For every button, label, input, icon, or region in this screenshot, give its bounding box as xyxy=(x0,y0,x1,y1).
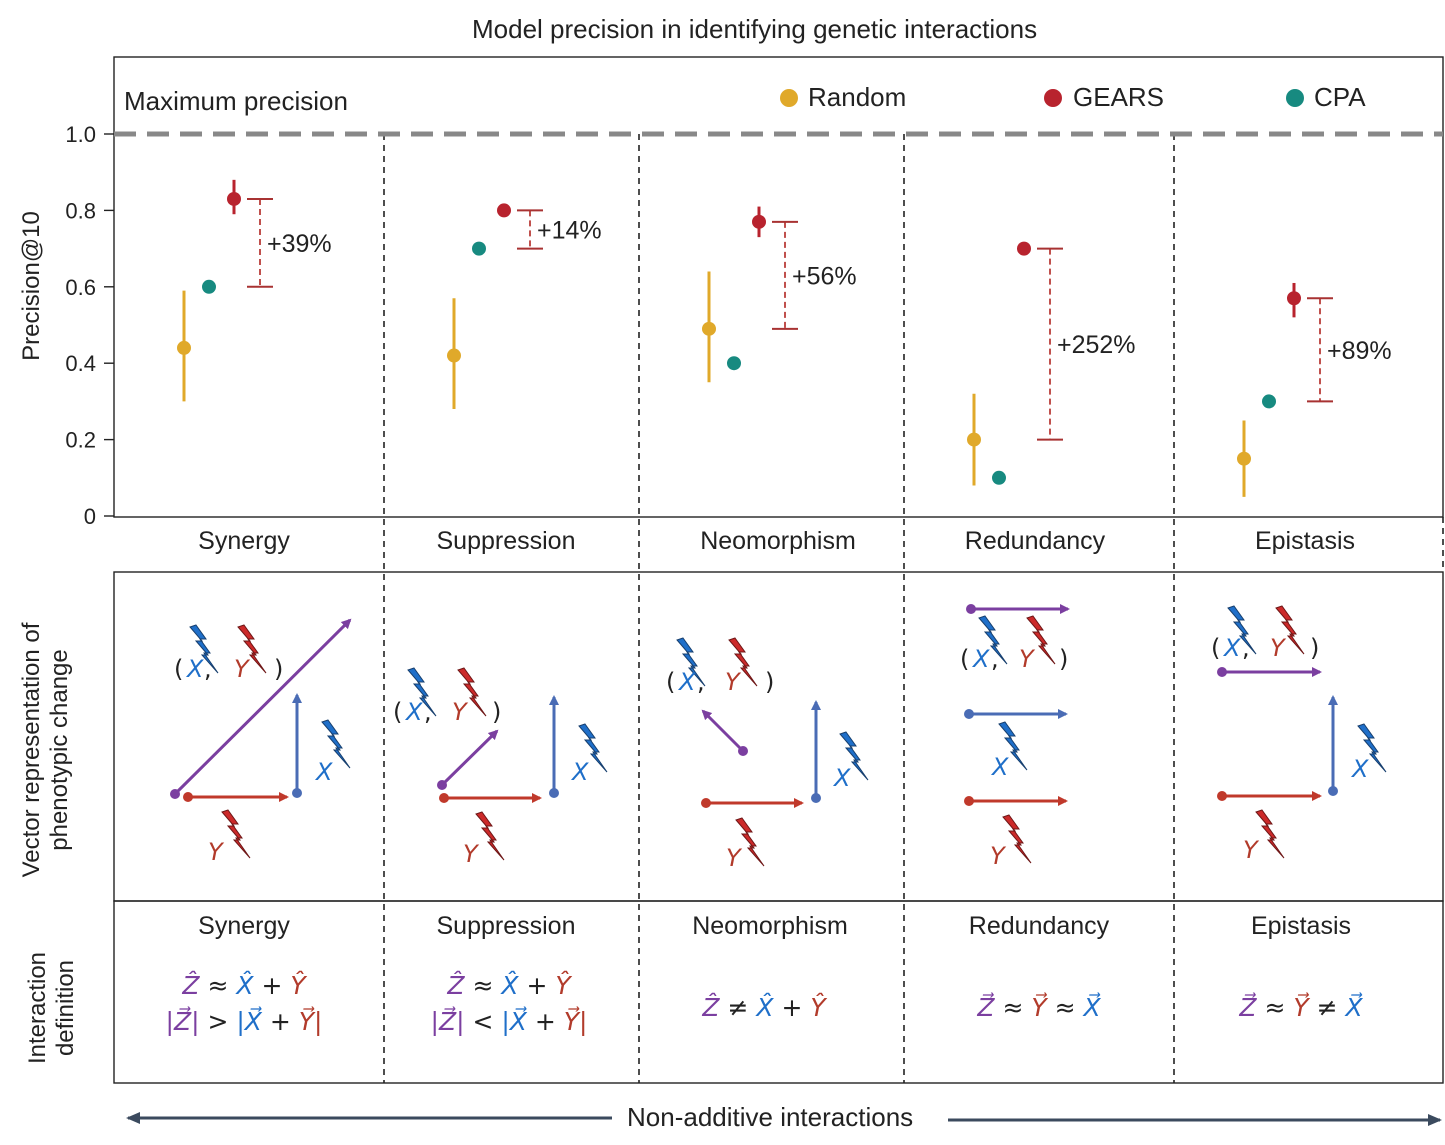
gears-point-synergy xyxy=(227,191,241,206)
definition-name-neomorphism: Neomorphism xyxy=(692,912,848,940)
vec-ylabel-redundancy: Y xyxy=(990,842,1007,870)
random-point-synergy xyxy=(177,340,191,355)
vec-y-synergy: Y xyxy=(234,655,251,683)
category-label-neomorphism: Neomorphism xyxy=(700,527,856,555)
random-point-neomorphism xyxy=(702,321,716,336)
legend-dot-cpa xyxy=(1286,89,1304,107)
vec-y-redundancy: Y xyxy=(1019,645,1036,673)
chart-title: Model precision in identifying genetic i… xyxy=(472,14,1038,44)
vector-redundancy: ( X , Y ) X Y xyxy=(960,604,1070,870)
random-point-epistasis xyxy=(1237,451,1251,466)
vec-close-redundancy: ) xyxy=(1059,645,1068,673)
vector-suppression: ( X , Y ) X Y xyxy=(393,667,608,868)
y-tick-label-2: 0.4 xyxy=(65,351,96,376)
legend-label-cpa: CPA xyxy=(1314,82,1366,112)
vec-y-suppression: Y xyxy=(452,698,469,726)
vec-open-synergy: ( xyxy=(174,655,183,683)
gears-point-suppression xyxy=(497,203,511,218)
vec-open-suppression: ( xyxy=(393,698,402,726)
legend-label-gears: GEARS xyxy=(1073,82,1165,112)
y-tick-label-3: 0.6 xyxy=(65,275,96,300)
vec-x-neomorphism: X xyxy=(677,668,696,696)
vec-xlabel-neomorphism: X xyxy=(832,764,851,792)
vec-comma-epistasis: , xyxy=(1242,634,1250,662)
vec-xlabel-epistasis: X xyxy=(1350,755,1369,783)
improvement-label-suppression: +14% xyxy=(537,217,602,245)
improvement-label-synergy: +39% xyxy=(267,230,332,258)
definition-name-epistasis: Epistasis xyxy=(1250,912,1352,940)
vector-synergy: ( X , Y ) X Y xyxy=(170,618,352,866)
vec-open-epistasis: ( xyxy=(1211,634,1220,662)
improvement-label-epistasis: +89% xyxy=(1327,337,1392,365)
gears-point-redundancy xyxy=(1017,241,1031,256)
y-tick-label-1: 0.2 xyxy=(65,428,96,453)
vector-neomorphism: ( X , Y ) X Y xyxy=(666,637,869,872)
random-point-redundancy xyxy=(967,432,981,447)
improvement-label-neomorphism: +56% xyxy=(792,262,857,290)
vec-close-neomorphism: ) xyxy=(765,668,774,696)
y-tick-label-0: 0 xyxy=(84,504,96,529)
legend-dot-gears xyxy=(1044,89,1062,107)
category-label-redundancy: Redundancy xyxy=(964,527,1106,555)
vector-diagrams: ( X , Y ) X Y ( X , Y ) X Y xyxy=(170,604,1387,872)
vec-close-synergy: ) xyxy=(274,655,283,683)
vec-y-epistasis: Y xyxy=(1270,634,1287,662)
vec-comma-suppression: , xyxy=(424,698,432,726)
formula-synergy: Ẑ ≈ X̂ + Ŷ |Z⃗| > |X⃗ + Y⃗| xyxy=(165,971,323,1036)
cpa-point-synergy xyxy=(202,279,216,294)
formula-redundancy: Z⃗ ≈ Y⃗ ≈ X⃗ xyxy=(977,993,1101,1022)
improvement-label-redundancy: +252% xyxy=(1057,331,1136,359)
max-precision-label: Maximum precision xyxy=(124,86,348,116)
vec-open-neomorphism: ( xyxy=(666,668,675,696)
vec-y-neomorphism: Y xyxy=(725,668,742,696)
cpa-point-suppression xyxy=(472,241,486,256)
gears-point-epistasis xyxy=(1287,291,1301,306)
definition-name-redundancy: Redundancy xyxy=(968,912,1110,940)
vec-close-epistasis: ) xyxy=(1310,634,1319,662)
vec-x-suppression: X xyxy=(404,698,423,726)
legend-dot-random xyxy=(780,89,798,107)
vec-x-synergy: X xyxy=(185,655,204,683)
y-tick-label-5: 1.0 xyxy=(65,122,96,147)
vec-xlabel-redundancy: X xyxy=(990,753,1009,781)
vec-xlabel-suppression: X xyxy=(570,758,589,786)
legend-label-random: Random xyxy=(808,82,907,112)
vec-ylabel-suppression: Y xyxy=(463,840,480,868)
vector-epistasis: ( X , Y ) X Y xyxy=(1211,605,1387,864)
y-axis: 0 0.2 0.4 0.6 0.8 1.0 xyxy=(65,122,114,529)
vec-xlabel-synergy: X xyxy=(314,758,333,786)
vec-comma-neomorphism: , xyxy=(697,668,705,696)
cpa-point-neomorphism xyxy=(727,356,741,371)
formula-neomorphism: Ẑ ≠ X̂ + Ŷ xyxy=(702,993,826,1022)
y-tick-label-4: 0.8 xyxy=(65,198,96,223)
vec-ylabel-epistasis: Y xyxy=(1243,836,1260,864)
formula-epistasis: Z⃗ ≈ Y⃗ ≠ X⃗ xyxy=(1239,993,1363,1022)
vec-ylabel-synergy: Y xyxy=(208,838,225,866)
vec-open-redundancy: ( xyxy=(960,645,969,673)
vec-comma-redundancy: , xyxy=(991,645,999,673)
vec-ylabel-neomorphism: Y xyxy=(726,844,743,872)
definition-name-synergy: Synergy xyxy=(198,912,290,940)
legend: Random GEARS CPA xyxy=(780,82,1400,114)
chart-marks: +39% +14% +56% +252% +89% xyxy=(177,179,1392,497)
category-label-suppression: Suppression xyxy=(436,527,576,555)
vec-x-epistasis: X xyxy=(1222,634,1241,662)
category-label-synergy: Synergy xyxy=(198,527,290,555)
random-point-suppression xyxy=(447,348,461,363)
category-label-epistasis: Epistasis xyxy=(1254,527,1356,555)
non-additive-label: Non-additive interactions xyxy=(621,1102,920,1133)
vec-x-redundancy: X xyxy=(971,645,990,673)
vec-comma-synergy: , xyxy=(204,655,212,683)
vec-close-suppression: ) xyxy=(492,698,501,726)
gears-point-neomorphism xyxy=(752,214,766,229)
formula-suppression: Ẑ ≈ X̂ + Ŷ |Z⃗| < |X⃗ + Y⃗| xyxy=(430,971,588,1036)
definition-name-suppression: Suppression xyxy=(436,912,576,940)
definition-frame xyxy=(113,900,1444,1084)
cpa-point-redundancy xyxy=(992,470,1006,485)
cpa-point-epistasis xyxy=(1262,394,1276,409)
